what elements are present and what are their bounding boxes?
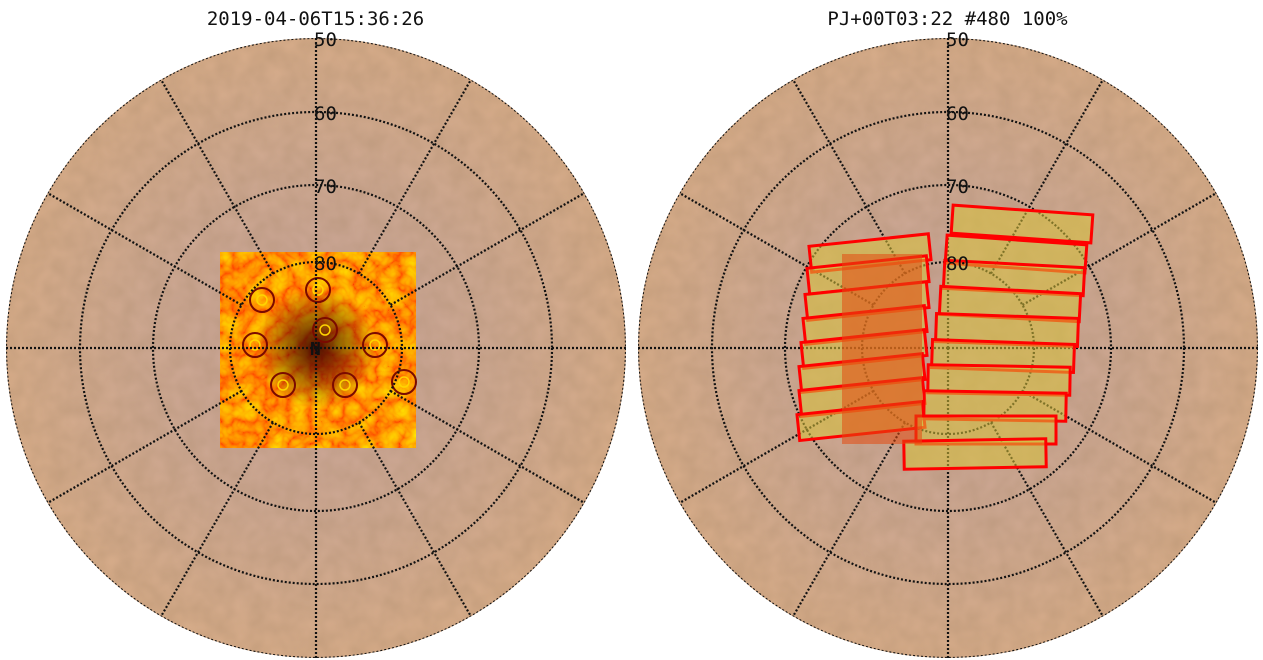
cyclone-mark — [391, 369, 417, 395]
footprint-rect — [902, 437, 1048, 471]
polar-projection: 50 60 70 80 — [638, 29, 1258, 658]
latitude-label: 50 — [946, 29, 969, 51]
cyclone-mark — [312, 317, 338, 343]
latitude-label: 80 — [946, 253, 969, 275]
meridian-line — [46, 192, 243, 306]
meridian-line — [792, 421, 906, 618]
observation-image — [842, 254, 922, 444]
latitude-label: 70 — [314, 176, 337, 198]
footprint-rect — [949, 203, 1095, 245]
polar-map-right: PJ+00T03:22 #480 100% 50 60 70 80 — [632, 0, 1263, 660]
meridian-line — [358, 78, 472, 275]
polar-projection: 50 60 70 80 N — [6, 29, 626, 658]
cyclone-mark — [270, 372, 296, 398]
latitude-label: 70 — [946, 176, 969, 198]
meridian-line — [389, 192, 586, 306]
map-title: PJ+00T03:22 #480 100% — [827, 8, 1068, 30]
meridian-line — [389, 390, 586, 504]
meridian-line — [358, 421, 472, 618]
cyclone-mark — [249, 287, 275, 313]
latitude-label: 80 — [314, 253, 337, 275]
polar-map-left: 2019-04-06T15:36:26 50 60 70 80 N — [0, 0, 631, 660]
meridian-line — [160, 421, 274, 618]
meridian-line — [46, 390, 243, 504]
meridian-line — [160, 78, 274, 275]
latitude-label: 60 — [314, 103, 337, 125]
camera-footprints — [795, 203, 1095, 471]
latitude-label: 60 — [946, 103, 969, 125]
cyclone-mark — [362, 332, 388, 358]
cyclone-mark — [242, 332, 268, 358]
cyclone-mark — [332, 372, 358, 398]
latitude-label: 50 — [314, 29, 337, 51]
cyclone-mark — [305, 277, 331, 303]
latitude-grid — [6, 38, 626, 658]
map-title: 2019-04-06T15:36:26 — [206, 8, 425, 30]
latitude-ring — [151, 183, 481, 513]
pole-label: N — [310, 339, 321, 360]
latitude-ring — [783, 183, 1113, 513]
